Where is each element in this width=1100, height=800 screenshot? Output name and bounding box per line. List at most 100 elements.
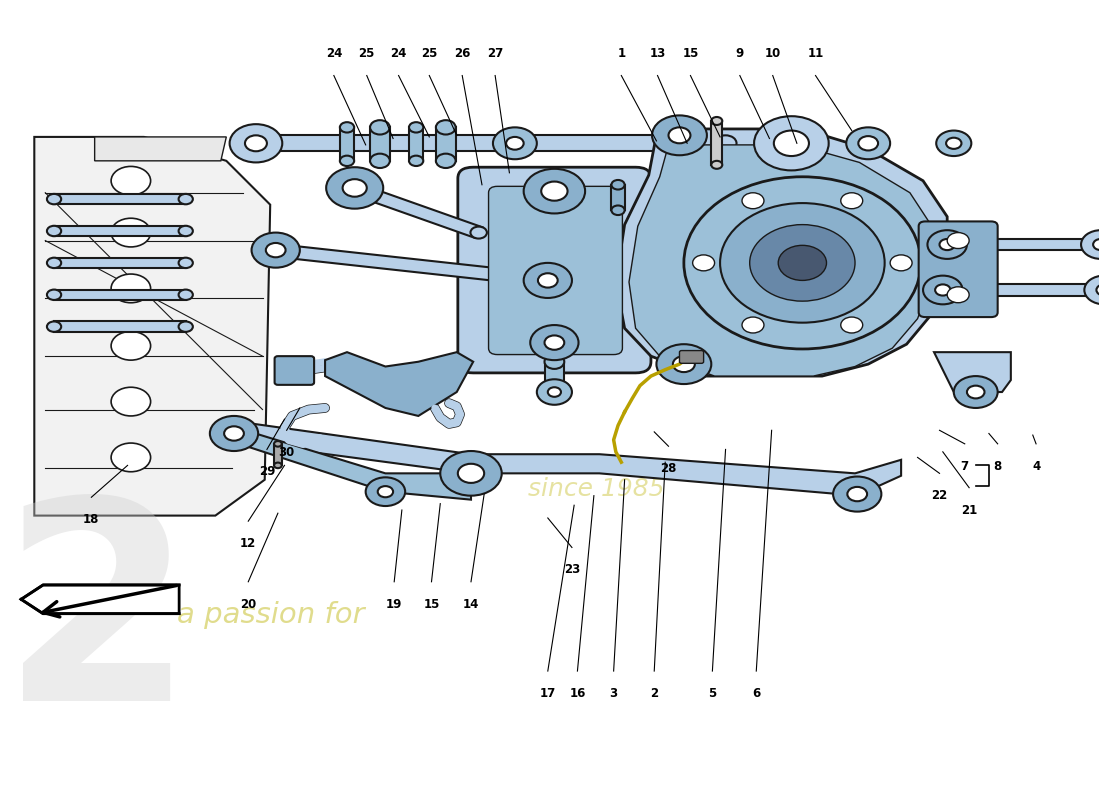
Circle shape — [612, 180, 625, 190]
Circle shape — [506, 137, 524, 150]
Circle shape — [370, 154, 389, 168]
Circle shape — [684, 177, 921, 349]
Circle shape — [541, 274, 559, 286]
Text: 30: 30 — [278, 446, 295, 459]
Circle shape — [1097, 239, 1100, 250]
Circle shape — [947, 286, 969, 302]
Circle shape — [847, 487, 867, 502]
Circle shape — [858, 136, 878, 150]
Text: 18: 18 — [84, 513, 99, 526]
Circle shape — [224, 426, 244, 441]
FancyBboxPatch shape — [680, 350, 704, 363]
Circle shape — [47, 258, 62, 268]
Circle shape — [47, 194, 62, 204]
FancyBboxPatch shape — [918, 222, 998, 317]
Circle shape — [544, 354, 564, 369]
Text: 23: 23 — [564, 563, 580, 576]
Text: 13: 13 — [649, 46, 666, 60]
Circle shape — [967, 386, 984, 398]
Polygon shape — [712, 121, 723, 165]
Circle shape — [265, 244, 283, 257]
Polygon shape — [272, 244, 551, 286]
Text: 15: 15 — [424, 598, 440, 610]
Text: 3: 3 — [609, 687, 618, 700]
Circle shape — [833, 477, 881, 512]
Text: 5: 5 — [708, 687, 716, 700]
Text: a passion for: a passion for — [177, 602, 364, 630]
Circle shape — [47, 290, 62, 300]
Polygon shape — [54, 258, 186, 268]
Polygon shape — [326, 352, 473, 416]
Text: 29: 29 — [258, 466, 275, 478]
Text: 15: 15 — [682, 46, 698, 60]
Circle shape — [365, 478, 405, 506]
Circle shape — [715, 135, 737, 151]
Text: 24: 24 — [390, 46, 407, 60]
FancyBboxPatch shape — [275, 356, 315, 385]
Text: europes: europes — [682, 242, 910, 290]
Text: 22: 22 — [932, 489, 947, 502]
Polygon shape — [616, 129, 947, 376]
Polygon shape — [54, 194, 186, 204]
Circle shape — [458, 464, 484, 483]
FancyBboxPatch shape — [458, 167, 651, 373]
Circle shape — [47, 322, 62, 332]
Circle shape — [1097, 285, 1100, 295]
Circle shape — [111, 387, 151, 416]
Circle shape — [750, 225, 855, 301]
Circle shape — [252, 233, 300, 268]
Polygon shape — [21, 585, 179, 614]
Text: 28: 28 — [660, 462, 676, 475]
Text: 1: 1 — [617, 46, 626, 60]
Circle shape — [544, 385, 564, 399]
Circle shape — [274, 441, 282, 446]
Circle shape — [178, 226, 192, 236]
Circle shape — [274, 462, 282, 468]
Circle shape — [111, 443, 151, 472]
Circle shape — [493, 127, 537, 159]
Text: 25: 25 — [421, 46, 438, 60]
Text: 19: 19 — [386, 598, 403, 610]
FancyBboxPatch shape — [488, 186, 623, 354]
Circle shape — [693, 255, 715, 271]
Circle shape — [935, 285, 950, 295]
Circle shape — [927, 230, 967, 259]
Circle shape — [544, 335, 564, 350]
Circle shape — [178, 322, 192, 332]
Circle shape — [243, 135, 265, 151]
Text: 4: 4 — [1032, 460, 1041, 473]
Circle shape — [111, 218, 151, 247]
Circle shape — [939, 239, 955, 250]
Polygon shape — [349, 182, 482, 238]
Text: since 1985: since 1985 — [528, 477, 664, 501]
Circle shape — [954, 376, 998, 408]
Circle shape — [440, 451, 502, 496]
Circle shape — [47, 226, 62, 236]
Circle shape — [669, 127, 691, 143]
Circle shape — [1081, 230, 1100, 259]
Text: 6: 6 — [752, 687, 760, 700]
Circle shape — [377, 486, 393, 498]
Polygon shape — [370, 127, 389, 161]
Circle shape — [524, 169, 585, 214]
Circle shape — [840, 317, 862, 333]
Text: 14: 14 — [463, 598, 480, 610]
Polygon shape — [436, 127, 455, 161]
Circle shape — [266, 243, 286, 258]
Polygon shape — [409, 127, 424, 161]
Polygon shape — [54, 322, 186, 332]
Circle shape — [712, 161, 723, 169]
Text: 16: 16 — [569, 687, 585, 700]
Circle shape — [712, 117, 723, 125]
Circle shape — [178, 194, 192, 204]
Text: 27: 27 — [487, 46, 504, 60]
Polygon shape — [95, 137, 227, 161]
Circle shape — [245, 135, 267, 151]
Circle shape — [548, 387, 561, 397]
Circle shape — [537, 379, 572, 405]
Polygon shape — [54, 290, 186, 300]
Polygon shape — [544, 362, 564, 392]
Circle shape — [846, 127, 890, 159]
Text: 25: 25 — [359, 46, 375, 60]
Circle shape — [230, 124, 283, 162]
